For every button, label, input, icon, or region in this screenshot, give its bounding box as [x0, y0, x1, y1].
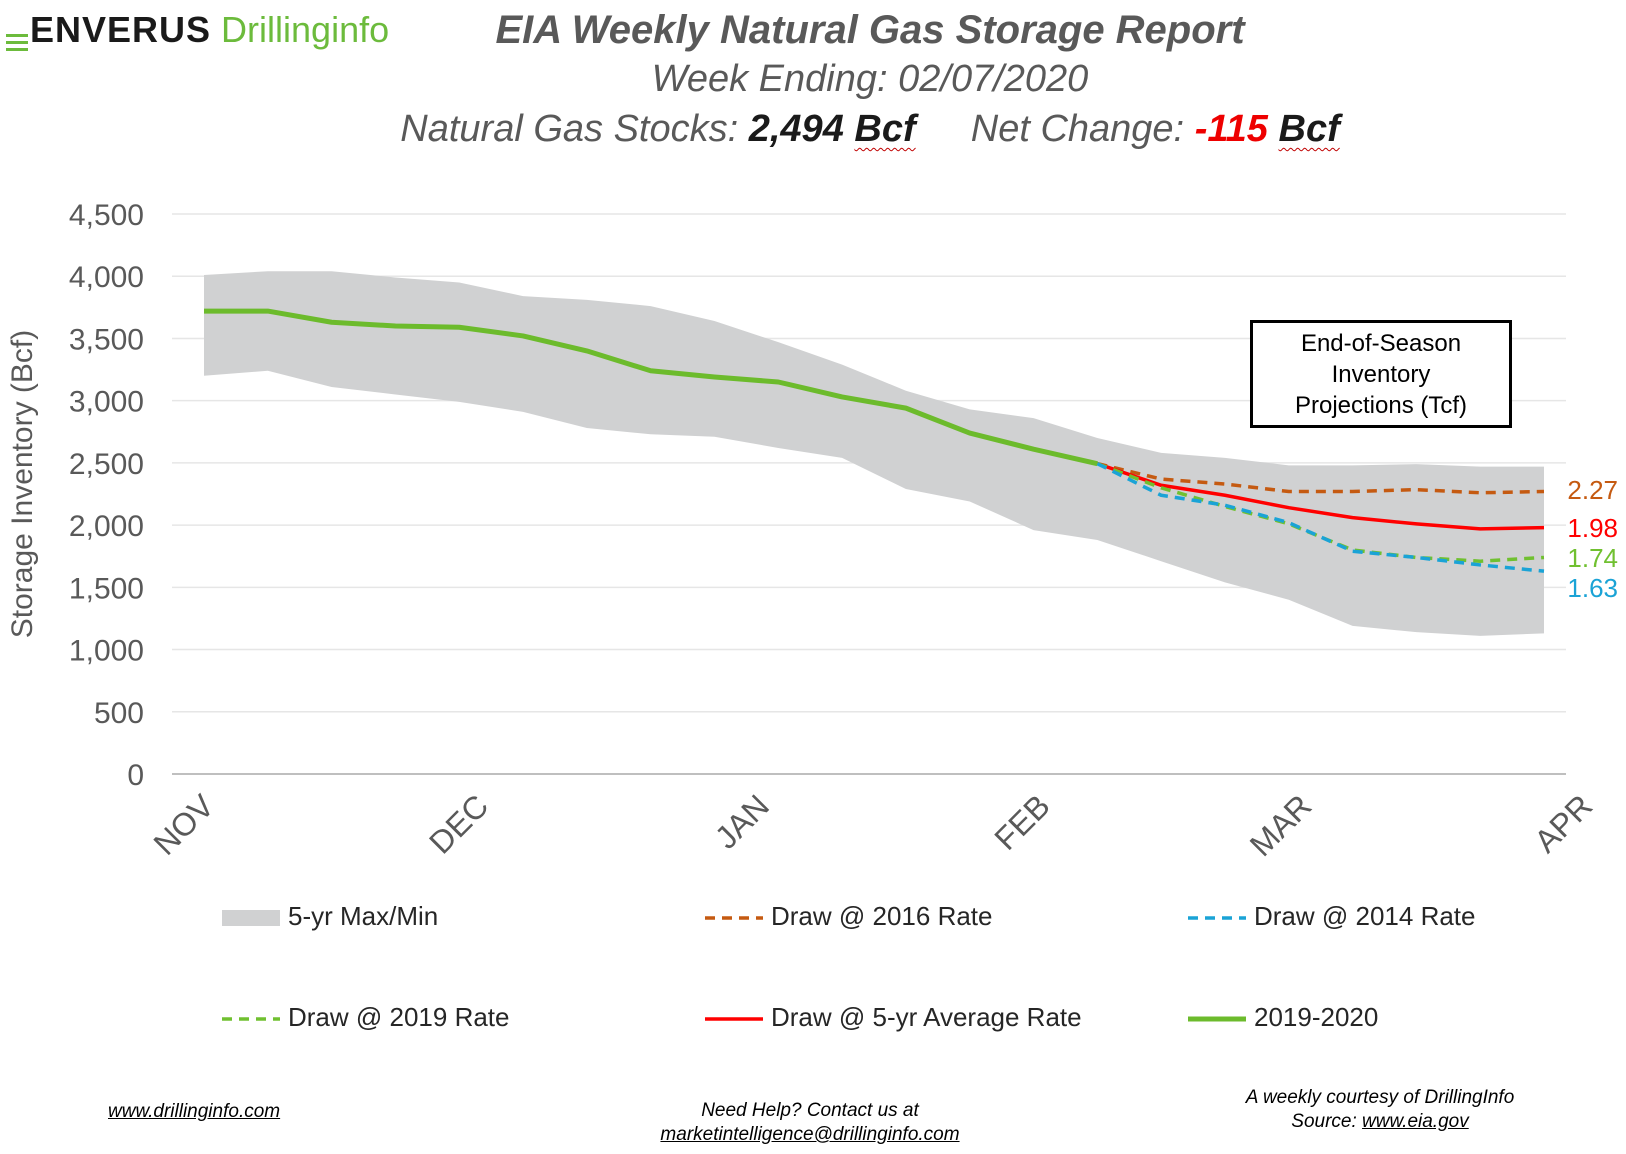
- projection-box: End-of-Season Inventory Projections (Tcf…: [1250, 320, 1512, 428]
- y-tick-label: 3,500: [69, 323, 144, 356]
- legend-swatch: [1186, 903, 1246, 933]
- x-tick-label: APR: [1527, 787, 1599, 859]
- source-link[interactable]: www.eia.gov: [1362, 1111, 1469, 1132]
- help-text: Need Help? Contact us at: [701, 1100, 919, 1121]
- logo-product: Drillinginfo: [221, 9, 390, 50]
- projection-line: [1096, 461, 1545, 531]
- legend-swatch: [703, 1004, 763, 1034]
- projection-box-line: End-of-Season: [1300, 330, 1462, 357]
- projection-line: [1096, 461, 1545, 495]
- projection-end-label: 1.98: [1567, 513, 1618, 543]
- y-axis-label: Storage Inventory (Bcf): [6, 330, 39, 638]
- legend-label: Draw @ 2016 Rate: [771, 901, 993, 931]
- legend-label: Draw @ 2019 Rate: [288, 1002, 510, 1032]
- y-tick-label: 2,000: [69, 510, 144, 543]
- projection-box-line: Inventory: [1331, 361, 1431, 388]
- projection-end-label: 2.27: [1567, 475, 1618, 505]
- x-tick-label: DEC: [422, 787, 495, 860]
- legend-label: Draw @ 2014 Rate: [1254, 901, 1476, 931]
- y-tick-label: 4,500: [69, 199, 144, 232]
- legend-item: 5-yr Max/Min: [220, 901, 438, 931]
- legend-label: 5-yr Max/Min: [288, 901, 439, 931]
- y-tick-label: 3,000: [69, 386, 144, 419]
- y-tick-label: 1,000: [69, 635, 144, 668]
- y-tick-label: 500: [94, 697, 144, 730]
- x-tick-label: FEB: [987, 787, 1056, 856]
- legend-swatch: [1186, 1004, 1246, 1034]
- legend-item: Draw @ 2019 Rate: [220, 1002, 510, 1032]
- y-tick-label: 0: [127, 759, 144, 792]
- footer-website[interactable]: www.drillinginfo.com: [108, 1100, 280, 1124]
- legend-swatch: [703, 903, 763, 933]
- legend-item: Draw @ 5-yr Average Rate: [703, 1002, 1082, 1032]
- stocks-value: 2,494: [748, 108, 844, 150]
- change-unit: Bcf: [1278, 108, 1340, 150]
- legend-item: 2019-2020: [1186, 1002, 1378, 1032]
- legend-item: Draw @ 2014 Rate: [1186, 901, 1476, 931]
- band-5yr-max-min: [204, 271, 1544, 636]
- legend-item: Draw @ 2016 Rate: [703, 901, 993, 931]
- website-link[interactable]: www.drillinginfo.com: [108, 1101, 281, 1122]
- enverus-logo: ENVERUS Drillinginfo: [6, 8, 389, 52]
- y-tick-label: 4,000: [69, 261, 144, 294]
- x-tick-label: JAN: [708, 787, 776, 855]
- logo-lines-icon: [6, 19, 28, 52]
- series-line-2019-2020: [204, 308, 1098, 467]
- change-label: Net Change:: [970, 108, 1185, 150]
- footer-courtesy: A weekly courtesy of DrillingInfo Source…: [1180, 1086, 1580, 1134]
- change-value: -115: [1194, 108, 1268, 150]
- footer-help: Need Help? Contact us at marketintellige…: [600, 1099, 1020, 1147]
- projection-box-line: Projections (Tcf): [1294, 392, 1468, 419]
- y-tick-label: 1,500: [69, 572, 144, 605]
- source-line: Source: www.eia.gov: [1180, 1110, 1580, 1134]
- legend-label: 2019-2020: [1254, 1002, 1379, 1032]
- projection-end-label: 1.74: [1567, 543, 1618, 573]
- x-tick-label: NOV: [146, 787, 221, 862]
- logo-brand: ENVERUS: [30, 9, 212, 50]
- legend-swatch: [220, 1004, 280, 1034]
- legend-label: Draw @ 5-yr Average Rate: [771, 1002, 1082, 1032]
- stocks-unit: Bcf: [854, 108, 916, 150]
- email-link[interactable]: marketintelligence@drillinginfo.com: [660, 1124, 960, 1145]
- legend-swatch: [220, 903, 280, 933]
- report-subtitle: Week Ending: 02/07/2020: [651, 58, 1089, 100]
- report-title: EIA Weekly Natural Gas Storage Report: [495, 8, 1245, 52]
- source-label: Source:: [1291, 1111, 1357, 1132]
- storage-chart: 0 500 1,000 1,500 2,000 2,500 3,000 3,500 4,000 4…: [6, 199, 1618, 863]
- projection-end-label: 1.63: [1567, 573, 1618, 603]
- report-stats: Natural Gas Stocks: 2,494 Bcf Net Change…: [0, 108, 1626, 151]
- stocks-label: Natural Gas Stocks:: [400, 108, 739, 150]
- courtesy-text: A weekly courtesy of DrillingInfo: [1245, 1087, 1515, 1108]
- x-tick-label: MAR: [1243, 787, 1319, 863]
- y-tick-label: 2,500: [69, 448, 144, 481]
